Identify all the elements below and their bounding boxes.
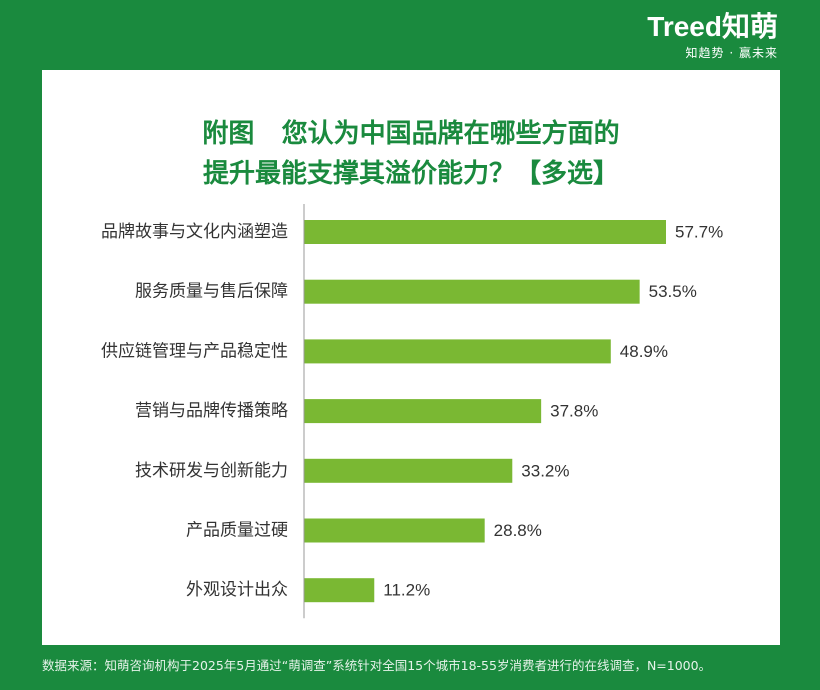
chart-card: 附图 您认为中国品牌在哪些方面的 提升最能支撑其溢价能力？【多选】 品牌故事与文… <box>42 70 780 645</box>
bar <box>304 578 375 603</box>
category-label: 技术研发与创新能力 <box>135 461 288 481</box>
value-label: 53.5% <box>649 282 697 301</box>
bar-chart: 品牌故事与文化内涵塑造 57.7% 服务质量与售后保障 53.5% 供应链管理与产品稳定… <box>101 204 723 619</box>
value-label: 57.7% <box>675 223 723 242</box>
bar <box>304 279 640 304</box>
bar <box>304 339 611 364</box>
value-label: 33.2% <box>521 461 569 480</box>
bar <box>304 518 485 543</box>
category-label: 外观设计出众 <box>186 580 288 600</box>
brand-slogan: 知趋势 · 赢未来 <box>685 46 778 60</box>
chart-title-line-2: 提升最能支撑其溢价能力？【多选】 <box>202 159 619 189</box>
brand-logo: Treed知萌 <box>647 11 778 42</box>
bar <box>304 458 513 483</box>
category-label: 营销与品牌传播策略 <box>135 401 288 421</box>
bar <box>304 220 666 244</box>
value-label: 37.8% <box>550 402 598 421</box>
bar <box>304 399 542 424</box>
value-label: 48.9% <box>620 342 668 361</box>
value-label: 28.8% <box>494 521 542 540</box>
category-label: 产品质量过硬 <box>186 521 288 541</box>
category-label: 品牌故事与文化内涵塑造 <box>101 222 288 242</box>
data-source-note: 数据来源：知萌咨询机构于2025年5月通过“萌调查”系统针对全国15个城市18-… <box>42 658 712 673</box>
chart-title: 附图 您认为中国品牌在哪些方面的 提升最能支撑其溢价能力？【多选】 <box>42 114 780 194</box>
category-label: 供应链管理与产品稳定性 <box>101 341 288 361</box>
chart-title-line-1: 附图 您认为中国品牌在哪些方面的 <box>202 119 620 149</box>
category-label: 服务质量与售后保障 <box>135 282 288 302</box>
brand-block: Treed知萌 知趋势 · 赢未来 <box>647 12 778 61</box>
value-label: 11.2% <box>383 581 430 600</box>
